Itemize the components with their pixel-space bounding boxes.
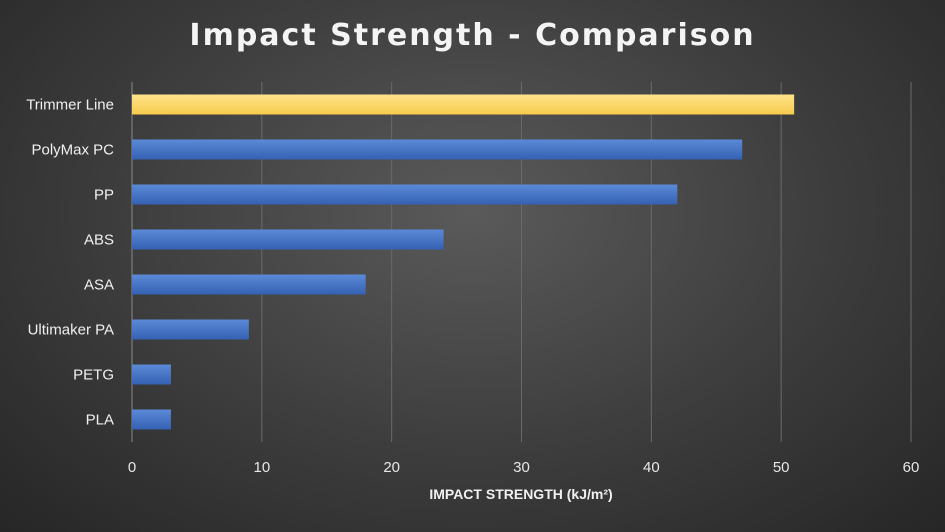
x-tick-label: 10 (253, 459, 270, 476)
bar-polymax-pc (132, 139, 743, 160)
bar-petg (132, 364, 171, 385)
category-label: ABS (84, 232, 114, 249)
category-label: PolyMax PC (31, 142, 114, 159)
bars (132, 94, 795, 430)
category-label: PETG (73, 367, 114, 384)
bar-pla (132, 409, 171, 430)
x-axis-title: IMPACT STRENGTH (kJ/m²) (429, 486, 613, 502)
x-tick-label: 50 (773, 459, 790, 476)
chart-title: Impact Strength - Comparison (189, 18, 756, 53)
bar-ultimaker-pa (132, 319, 249, 340)
bar-pp (132, 184, 678, 205)
bar-trimmer-line (132, 94, 795, 115)
x-tick-label: 60 (903, 459, 920, 476)
x-tick-label: 40 (643, 459, 660, 476)
category-label: ASA (84, 277, 114, 294)
category-label: PP (94, 187, 114, 204)
category-labels: Trimmer Line PolyMax PC PP ABS ASA Ultimaker … (26, 97, 114, 429)
x-tick-label: 0 (128, 459, 136, 476)
category-label: PLA (86, 412, 114, 429)
category-label: Ultimaker PA (28, 322, 114, 339)
bar-abs (132, 229, 444, 250)
x-tick-label: 30 (513, 459, 530, 476)
category-label: Trimmer Line (26, 97, 114, 114)
gridlines (131, 82, 912, 442)
x-tick-labels: 0 10 20 30 40 50 60 (128, 459, 920, 476)
x-tick-label: 20 (383, 459, 400, 476)
bar-asa (132, 274, 366, 295)
